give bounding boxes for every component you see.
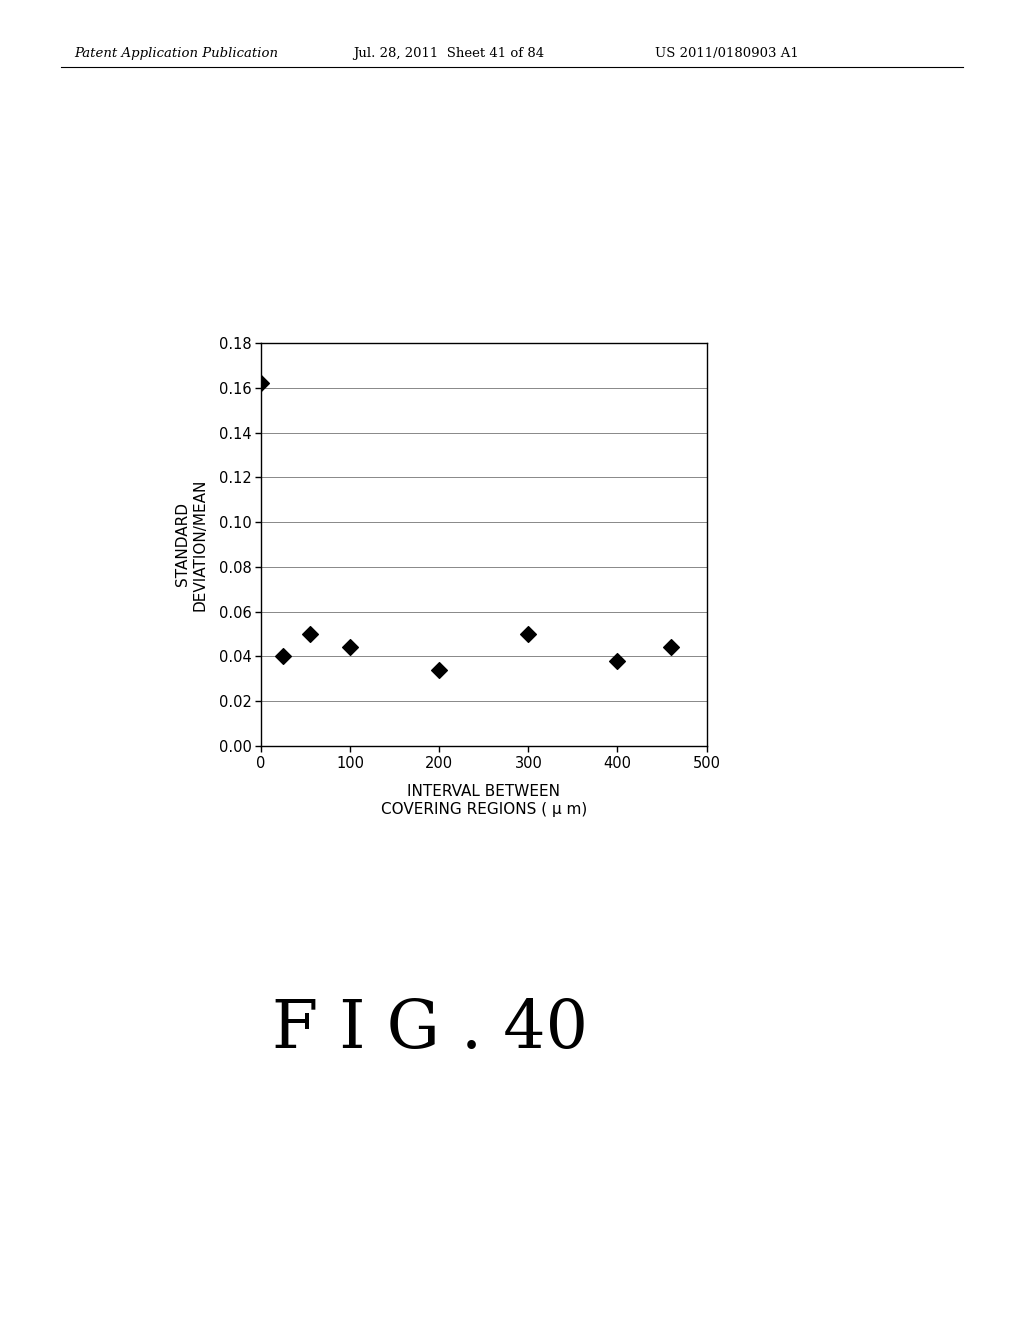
X-axis label: INTERVAL BETWEEN
COVERING REGIONS ( μ m): INTERVAL BETWEEN COVERING REGIONS ( μ m) xyxy=(381,784,587,817)
Point xyxy=(253,372,269,393)
Point xyxy=(275,645,292,667)
Point xyxy=(431,659,447,680)
Point xyxy=(663,636,679,657)
Point xyxy=(342,636,358,657)
Text: US 2011/0180903 A1: US 2011/0180903 A1 xyxy=(655,46,799,59)
Text: Patent Application Publication: Patent Application Publication xyxy=(74,46,278,59)
Point xyxy=(520,623,537,644)
Text: Jul. 28, 2011  Sheet 41 of 84: Jul. 28, 2011 Sheet 41 of 84 xyxy=(353,46,545,59)
Point xyxy=(302,623,318,644)
Y-axis label: STANDARD
DEVIATION/MEAN: STANDARD DEVIATION/MEAN xyxy=(175,478,208,611)
Point xyxy=(609,651,626,672)
Text: F I G . 40: F I G . 40 xyxy=(272,997,588,1063)
